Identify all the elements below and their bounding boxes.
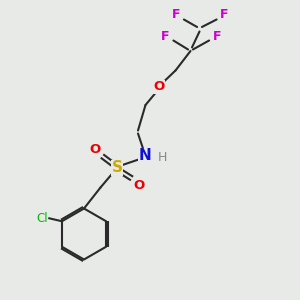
- Text: O: O: [153, 80, 165, 94]
- Text: O: O: [90, 143, 101, 156]
- Text: H: H: [157, 151, 167, 164]
- Text: F: F: [220, 8, 229, 22]
- Text: F: F: [161, 29, 170, 43]
- Text: F: F: [172, 8, 180, 22]
- Text: O: O: [133, 178, 144, 192]
- Text: S: S: [112, 160, 122, 175]
- Text: N: N: [139, 148, 152, 164]
- Text: F: F: [213, 29, 221, 43]
- Text: Cl: Cl: [36, 212, 48, 225]
